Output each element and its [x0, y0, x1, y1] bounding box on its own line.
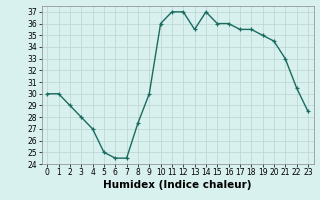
X-axis label: Humidex (Indice chaleur): Humidex (Indice chaleur) — [103, 180, 252, 190]
